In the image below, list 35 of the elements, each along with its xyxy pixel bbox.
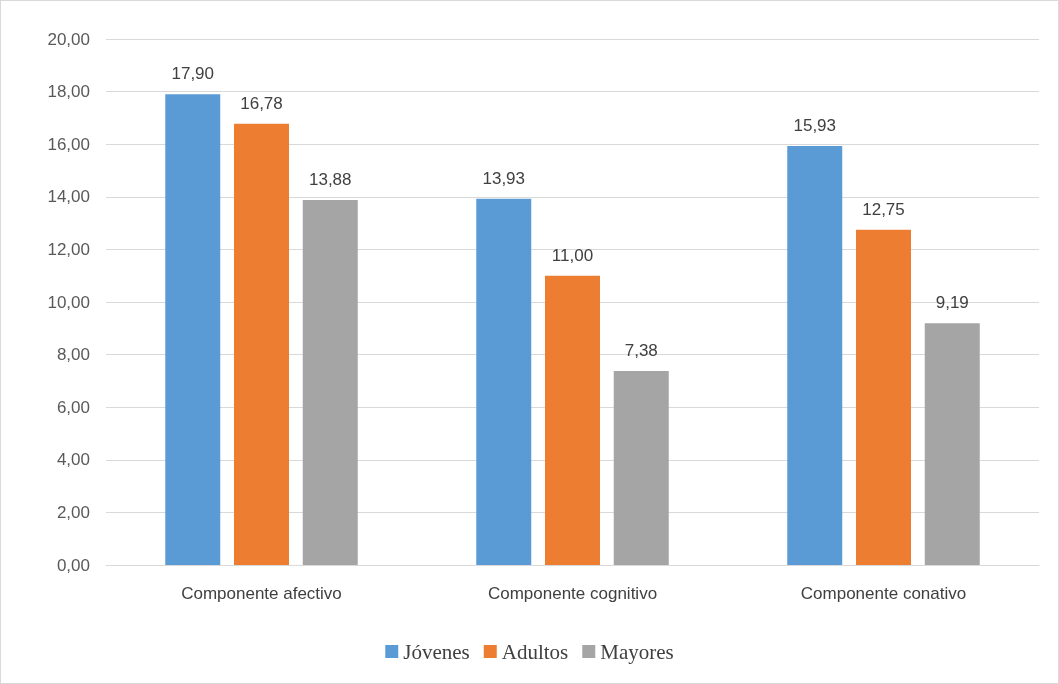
x-tick-label: Componente afectivo — [181, 584, 342, 603]
bar — [924, 323, 980, 565]
y-tick-label: 8,00 — [56, 345, 90, 365]
y-tick-label: 16,00 — [47, 134, 90, 154]
y-tick-label: 14,00 — [47, 187, 90, 207]
legend-label: Adultos — [501, 639, 569, 664]
y-tick-label: 10,00 — [47, 292, 90, 312]
bar — [234, 123, 289, 565]
data-label: 13,93 — [482, 168, 526, 188]
bar — [302, 199, 358, 565]
legend-label: Mayores — [600, 639, 674, 664]
y-tick-label: 18,00 — [47, 82, 90, 102]
data-label: 12,75 — [862, 199, 905, 219]
x-tick-label: Componente cognitivo — [487, 584, 658, 603]
bar — [613, 370, 669, 565]
y-tick-label: 20,00 — [47, 29, 90, 49]
bar — [856, 229, 911, 565]
bar — [476, 198, 532, 565]
data-label: 15,93 — [793, 116, 837, 136]
data-label: 16,78 — [240, 93, 283, 113]
data-label: 9,19 — [935, 293, 969, 313]
y-tick-label: 12,00 — [47, 239, 90, 259]
bar — [787, 146, 843, 565]
x-tick-label: Componente conativo — [800, 584, 967, 603]
data-label: 17,90 — [171, 64, 215, 84]
data-label: 13,88 — [308, 169, 352, 189]
y-tick-label: 2,00 — [56, 502, 90, 522]
y-tick-label: 0,00 — [56, 555, 90, 575]
data-label: 7,38 — [624, 340, 658, 360]
data-label: 11,00 — [551, 245, 594, 265]
y-tick-label: 4,00 — [56, 450, 90, 470]
bar — [165, 94, 221, 565]
y-tick-label: 6,00 — [56, 397, 90, 417]
legend-label: Jóvenes — [403, 639, 470, 664]
bar — [545, 275, 600, 565]
